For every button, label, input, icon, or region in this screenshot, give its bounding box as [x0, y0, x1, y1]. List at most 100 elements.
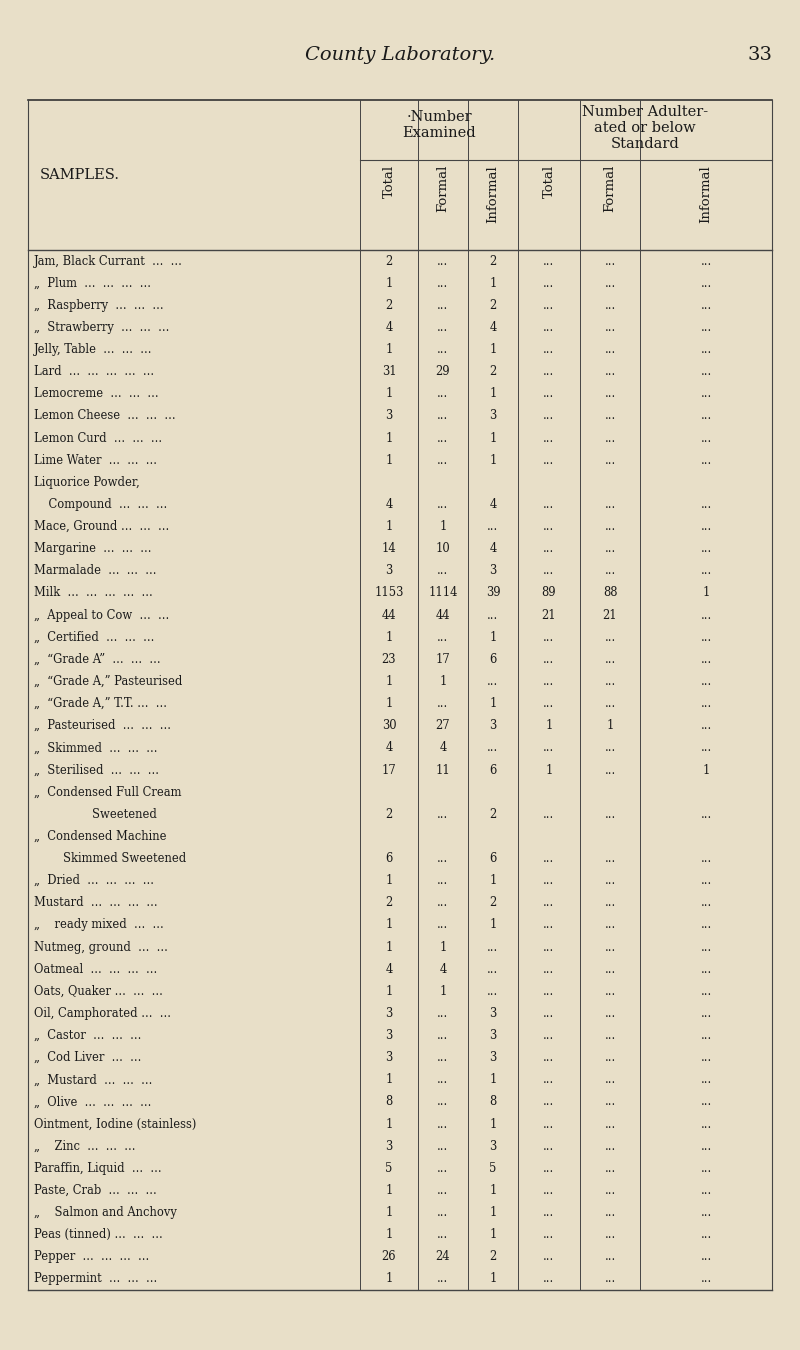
- Text: ...: ...: [700, 343, 712, 356]
- Text: ...: ...: [700, 807, 712, 821]
- Text: ...: ...: [487, 520, 498, 533]
- Text: ...: ...: [543, 454, 554, 467]
- Text: Formal: Formal: [437, 165, 450, 212]
- Text: 1: 1: [439, 675, 446, 688]
- Text: ...: ...: [604, 564, 616, 578]
- Text: 6: 6: [490, 764, 497, 776]
- Text: 2: 2: [490, 1250, 497, 1264]
- Text: Lemon Curd  ...  ...  ...: Lemon Curd ... ... ...: [34, 432, 162, 444]
- Text: ...: ...: [604, 498, 616, 510]
- Text: Pepper  ...  ...  ...  ...: Pepper ... ... ... ...: [34, 1250, 150, 1264]
- Text: Marmalade  ...  ...  ...: Marmalade ... ... ...: [34, 564, 157, 578]
- Text: 24: 24: [436, 1250, 450, 1264]
- Text: Paste, Crab  ...  ...  ...: Paste, Crab ... ... ...: [34, 1184, 157, 1197]
- Text: 2: 2: [386, 807, 393, 821]
- Text: ...: ...: [604, 896, 616, 910]
- Text: 1: 1: [386, 984, 393, 998]
- Text: „  Skimmed  ...  ...  ...: „ Skimmed ... ... ...: [34, 741, 158, 755]
- Text: ...: ...: [700, 1073, 712, 1087]
- Text: ...: ...: [604, 1273, 616, 1285]
- Text: ...: ...: [438, 875, 449, 887]
- Text: ...: ...: [604, 1162, 616, 1174]
- Text: ...: ...: [543, 697, 554, 710]
- Text: ...: ...: [700, 321, 712, 333]
- Text: ...: ...: [487, 963, 498, 976]
- Text: „  Condensed Machine: „ Condensed Machine: [34, 830, 166, 842]
- Text: County Laboratory.: County Laboratory.: [305, 46, 495, 63]
- Text: ...: ...: [543, 630, 554, 644]
- Text: ...: ...: [700, 498, 712, 510]
- Text: ...: ...: [700, 1250, 712, 1264]
- Text: „  Raspberry  ...  ...  ...: „ Raspberry ... ... ...: [34, 298, 164, 312]
- Text: 14: 14: [382, 543, 396, 555]
- Text: 1: 1: [490, 1273, 497, 1285]
- Text: ...: ...: [543, 321, 554, 333]
- Text: 1: 1: [490, 1184, 497, 1197]
- Text: Lard  ...  ...  ...  ...  ...: Lard ... ... ... ... ...: [34, 366, 154, 378]
- Text: „  “Grade A,” T.T. ...  ...: „ “Grade A,” T.T. ... ...: [34, 697, 167, 710]
- Text: ...: ...: [487, 941, 498, 953]
- Text: ...: ...: [700, 255, 712, 267]
- Text: „    Salmon and Anchovy: „ Salmon and Anchovy: [34, 1206, 177, 1219]
- Text: 1: 1: [386, 941, 393, 953]
- Text: ...: ...: [438, 321, 449, 333]
- Text: „  Olive  ...  ...  ...  ...: „ Olive ... ... ... ...: [34, 1095, 151, 1108]
- Text: ...: ...: [700, 896, 712, 910]
- Text: ...: ...: [438, 409, 449, 423]
- Text: 3: 3: [386, 564, 393, 578]
- Text: ...: ...: [438, 630, 449, 644]
- Text: 88: 88: [602, 586, 618, 599]
- Text: 1: 1: [702, 764, 710, 776]
- Text: ...: ...: [604, 1118, 616, 1130]
- Text: ...: ...: [604, 321, 616, 333]
- Text: 1: 1: [386, 454, 393, 467]
- Text: ...: ...: [487, 609, 498, 621]
- Text: ...: ...: [700, 298, 712, 312]
- Text: ...: ...: [700, 963, 712, 976]
- Text: ...: ...: [700, 520, 712, 533]
- Text: ...: ...: [438, 852, 449, 865]
- Text: Number Adulter-
ated or below
Standard: Number Adulter- ated or below Standard: [582, 105, 708, 151]
- Text: 4: 4: [490, 543, 497, 555]
- Text: 1: 1: [386, 1273, 393, 1285]
- Text: ...: ...: [604, 941, 616, 953]
- Text: 1: 1: [490, 387, 497, 401]
- Text: 17: 17: [382, 764, 396, 776]
- Text: 3: 3: [490, 564, 497, 578]
- Text: 1: 1: [386, 918, 393, 932]
- Text: 4: 4: [439, 741, 446, 755]
- Text: Milk  ...  ...  ...  ...  ...: Milk ... ... ... ... ...: [34, 586, 153, 599]
- Text: „  Castor  ...  ...  ...: „ Castor ... ... ...: [34, 1029, 142, 1042]
- Text: 3: 3: [490, 1029, 497, 1042]
- Text: ...: ...: [543, 918, 554, 932]
- Text: ...: ...: [438, 255, 449, 267]
- Text: ...: ...: [700, 543, 712, 555]
- Text: ...: ...: [438, 298, 449, 312]
- Text: Paraffin, Liquid  ...  ...: Paraffin, Liquid ... ...: [34, 1162, 162, 1174]
- Text: 1: 1: [490, 697, 497, 710]
- Text: Jelly, Table  ...  ...  ...: Jelly, Table ... ... ...: [34, 343, 153, 356]
- Text: ...: ...: [438, 1139, 449, 1153]
- Text: 1: 1: [490, 875, 497, 887]
- Text: 5: 5: [386, 1162, 393, 1174]
- Text: 2: 2: [386, 896, 393, 910]
- Text: 1: 1: [490, 432, 497, 444]
- Text: ...: ...: [438, 432, 449, 444]
- Text: 5: 5: [490, 1162, 497, 1174]
- Text: ...: ...: [700, 1095, 712, 1108]
- Text: ...: ...: [604, 298, 616, 312]
- Text: ...: ...: [604, 918, 616, 932]
- Text: ...: ...: [700, 409, 712, 423]
- Text: ...: ...: [438, 1073, 449, 1087]
- Text: 1: 1: [386, 630, 393, 644]
- Text: ...: ...: [438, 1095, 449, 1108]
- Text: ...: ...: [700, 875, 712, 887]
- Text: 3: 3: [386, 1029, 393, 1042]
- Text: „  Cod Liver  ...  ...: „ Cod Liver ... ...: [34, 1052, 142, 1064]
- Text: ...: ...: [438, 918, 449, 932]
- Text: ...: ...: [438, 1029, 449, 1042]
- Text: ...: ...: [604, 1073, 616, 1087]
- Text: ...: ...: [700, 720, 712, 732]
- Text: 4: 4: [386, 321, 393, 333]
- Text: Liquorice Powder,: Liquorice Powder,: [34, 475, 140, 489]
